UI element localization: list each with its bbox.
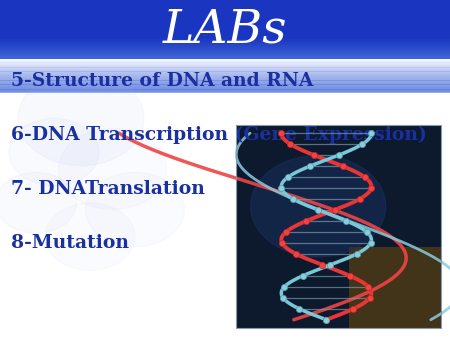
FancyBboxPatch shape xyxy=(0,84,450,86)
FancyBboxPatch shape xyxy=(349,247,441,328)
FancyBboxPatch shape xyxy=(0,83,450,84)
FancyBboxPatch shape xyxy=(0,91,450,92)
Circle shape xyxy=(86,172,184,247)
FancyBboxPatch shape xyxy=(0,57,450,58)
FancyBboxPatch shape xyxy=(0,69,450,70)
FancyBboxPatch shape xyxy=(0,88,450,90)
FancyBboxPatch shape xyxy=(0,55,450,56)
FancyBboxPatch shape xyxy=(0,66,450,67)
FancyBboxPatch shape xyxy=(236,125,441,328)
FancyBboxPatch shape xyxy=(0,67,450,68)
FancyBboxPatch shape xyxy=(0,42,450,43)
FancyBboxPatch shape xyxy=(0,83,450,84)
FancyBboxPatch shape xyxy=(0,77,450,78)
FancyBboxPatch shape xyxy=(0,47,450,48)
FancyBboxPatch shape xyxy=(0,65,450,67)
FancyBboxPatch shape xyxy=(0,74,450,75)
FancyBboxPatch shape xyxy=(0,56,450,57)
FancyBboxPatch shape xyxy=(0,90,450,91)
Circle shape xyxy=(58,128,166,210)
FancyBboxPatch shape xyxy=(0,80,450,82)
FancyBboxPatch shape xyxy=(0,58,450,59)
FancyBboxPatch shape xyxy=(0,68,450,69)
Circle shape xyxy=(45,203,135,270)
FancyBboxPatch shape xyxy=(0,63,450,64)
FancyBboxPatch shape xyxy=(0,79,450,80)
FancyBboxPatch shape xyxy=(0,61,450,62)
FancyBboxPatch shape xyxy=(0,61,450,63)
FancyBboxPatch shape xyxy=(0,87,450,88)
FancyBboxPatch shape xyxy=(0,72,450,73)
FancyBboxPatch shape xyxy=(0,92,450,93)
Circle shape xyxy=(251,155,386,257)
FancyBboxPatch shape xyxy=(0,80,450,81)
FancyBboxPatch shape xyxy=(0,64,450,65)
FancyBboxPatch shape xyxy=(0,82,450,83)
FancyBboxPatch shape xyxy=(0,54,450,55)
FancyBboxPatch shape xyxy=(0,0,450,59)
FancyBboxPatch shape xyxy=(0,76,450,78)
FancyBboxPatch shape xyxy=(0,74,450,75)
FancyBboxPatch shape xyxy=(0,48,450,49)
FancyBboxPatch shape xyxy=(0,53,450,54)
Text: 5-Structure of DNA and RNA: 5-Structure of DNA and RNA xyxy=(11,72,314,90)
FancyBboxPatch shape xyxy=(0,65,450,66)
Circle shape xyxy=(18,71,144,166)
FancyBboxPatch shape xyxy=(0,51,450,52)
FancyBboxPatch shape xyxy=(0,66,450,68)
FancyBboxPatch shape xyxy=(0,75,450,77)
FancyBboxPatch shape xyxy=(0,64,450,65)
FancyBboxPatch shape xyxy=(0,90,450,91)
Text: 7- DNATranslation: 7- DNATranslation xyxy=(11,180,205,198)
FancyBboxPatch shape xyxy=(0,71,450,72)
FancyBboxPatch shape xyxy=(0,79,450,80)
FancyBboxPatch shape xyxy=(0,44,450,45)
Text: LABs: LABs xyxy=(163,7,287,52)
FancyBboxPatch shape xyxy=(0,81,450,82)
FancyBboxPatch shape xyxy=(0,68,450,69)
FancyBboxPatch shape xyxy=(0,46,450,47)
FancyBboxPatch shape xyxy=(0,76,450,77)
FancyBboxPatch shape xyxy=(0,45,450,46)
FancyBboxPatch shape xyxy=(0,78,450,79)
Text: 8-Mutation: 8-Mutation xyxy=(11,234,129,252)
FancyBboxPatch shape xyxy=(0,52,450,53)
FancyBboxPatch shape xyxy=(0,86,450,87)
FancyBboxPatch shape xyxy=(0,71,450,73)
FancyBboxPatch shape xyxy=(0,70,450,71)
Circle shape xyxy=(0,172,76,233)
FancyBboxPatch shape xyxy=(0,85,450,86)
FancyBboxPatch shape xyxy=(0,78,450,79)
Circle shape xyxy=(9,118,99,186)
FancyBboxPatch shape xyxy=(0,88,450,89)
FancyBboxPatch shape xyxy=(0,75,450,76)
FancyBboxPatch shape xyxy=(0,89,450,90)
FancyBboxPatch shape xyxy=(0,70,450,72)
Text: 6-DNA Transcription (Gene Expression): 6-DNA Transcription (Gene Expression) xyxy=(11,126,427,144)
FancyBboxPatch shape xyxy=(0,69,450,70)
FancyBboxPatch shape xyxy=(0,73,450,74)
FancyBboxPatch shape xyxy=(0,62,450,63)
FancyBboxPatch shape xyxy=(0,43,450,44)
FancyBboxPatch shape xyxy=(0,91,450,92)
FancyBboxPatch shape xyxy=(0,63,450,64)
FancyBboxPatch shape xyxy=(0,84,450,85)
FancyBboxPatch shape xyxy=(0,87,450,89)
FancyBboxPatch shape xyxy=(0,86,450,87)
FancyBboxPatch shape xyxy=(0,73,450,74)
FancyBboxPatch shape xyxy=(0,50,450,51)
FancyBboxPatch shape xyxy=(0,49,450,50)
FancyBboxPatch shape xyxy=(0,41,450,42)
FancyBboxPatch shape xyxy=(0,81,450,83)
